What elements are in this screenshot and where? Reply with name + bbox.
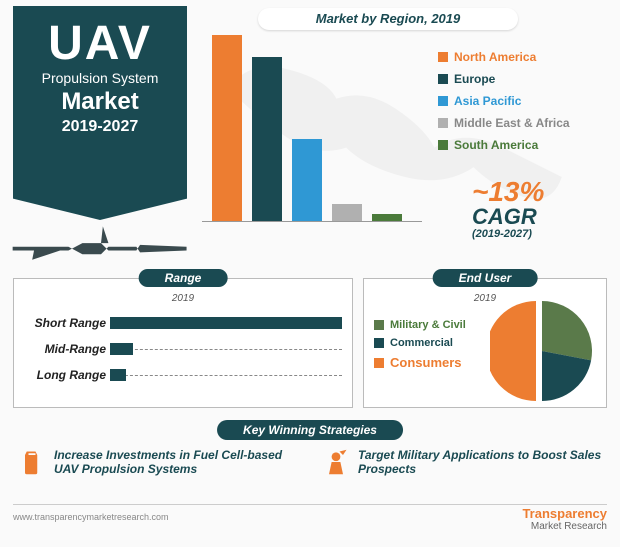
- legend-label: Asia Pacific: [454, 94, 521, 108]
- footer-url: www.transparencymarketresearch.com: [13, 512, 169, 522]
- range-row: Short Range: [24, 316, 342, 330]
- enduser-title: End User: [433, 269, 538, 287]
- region-bar: [332, 204, 362, 221]
- legend-swatch: [438, 118, 448, 128]
- range-label: Mid-Range: [24, 342, 110, 356]
- pie-slice: [490, 301, 536, 401]
- region-header: Market by Region, 2019: [258, 8, 518, 30]
- strategy-item: Increase Investments in Fuel Cell-based …: [18, 448, 298, 476]
- legend-label: North America: [454, 50, 536, 64]
- legend-swatch: [374, 358, 384, 368]
- footer-divider: [13, 504, 607, 505]
- footer-logo: Transparency Market Research: [522, 506, 607, 532]
- legend-item: Europe: [438, 72, 618, 86]
- legend-label: Europe: [454, 72, 495, 86]
- fuel-icon: [18, 448, 46, 476]
- enduser-legend-item: Commercial: [374, 337, 466, 349]
- legend-swatch: [438, 96, 448, 106]
- legend-label: Commercial: [390, 337, 453, 349]
- cagr-callout: ~13% CAGR (2019-2027): [472, 178, 544, 240]
- title-panel: UAV Propulsion System Market 2019-2027: [13, 6, 187, 220]
- enduser-legend-item: Military & Civil: [374, 319, 466, 331]
- range-track: [110, 349, 342, 350]
- legend-item: Middle East & Africa: [438, 116, 618, 130]
- legend-item: Asia Pacific: [438, 94, 618, 108]
- legend-item: North America: [438, 50, 618, 64]
- legend-label: Consumers: [390, 355, 462, 370]
- enduser-legend: Military & Civil Commercial Consumers: [374, 319, 466, 376]
- title-subtitle: Propulsion System: [19, 70, 181, 86]
- enduser-panel: End User 2019 Military & CivilCommercial…: [363, 278, 607, 408]
- region-bar: [372, 214, 402, 221]
- strategies-title: Key Winning Strategies: [217, 420, 403, 440]
- legend-label: Middle East & Africa: [454, 116, 570, 130]
- range-bar: [110, 317, 342, 329]
- range-bar: [110, 369, 126, 381]
- range-track: [110, 323, 342, 324]
- title-market: Market: [19, 88, 181, 116]
- strategies-row: Increase Investments in Fuel Cell-based …: [18, 448, 602, 476]
- range-bar: [110, 343, 133, 355]
- range-panel: Range 2019 Short RangeMid-RangeLong Rang…: [13, 278, 353, 408]
- range-row: Long Range: [24, 368, 342, 382]
- region-bar: [212, 35, 242, 221]
- range-title: Range: [139, 269, 228, 287]
- range-track: [110, 375, 342, 376]
- legend-swatch: [438, 140, 448, 150]
- region-legend: North America Europe Asia Pacific Middle Ea…: [438, 50, 618, 160]
- strategy-text: Target Military Applications to Boost Sa…: [358, 448, 602, 476]
- legend-swatch: [438, 52, 448, 62]
- range-label: Short Range: [24, 316, 110, 330]
- legend-label: South America: [454, 138, 538, 152]
- legend-label: Military & Civil: [390, 319, 466, 331]
- strategy-text: Increase Investments in Fuel Cell-based …: [54, 448, 298, 476]
- range-label: Long Range: [24, 368, 110, 382]
- legend-item: South America: [438, 138, 618, 152]
- enduser-pie: [490, 299, 594, 403]
- range-row: Mid-Range: [24, 342, 342, 356]
- footer-logo-brand: Transparency: [522, 506, 607, 521]
- footer-logo-sub: Market Research: [531, 521, 607, 532]
- enduser-legend-item: Consumers: [374, 355, 466, 370]
- legend-swatch: [374, 338, 384, 348]
- cagr-value: ~13%: [472, 178, 544, 206]
- pie-slice: [542, 301, 592, 360]
- cagr-label: CAGR: [472, 206, 544, 228]
- cagr-period: (2019-2027): [472, 228, 544, 240]
- target-icon: [322, 448, 350, 476]
- legend-swatch: [374, 320, 384, 330]
- range-year: 2019: [14, 293, 352, 304]
- strategy-item: Target Military Applications to Boost Sa…: [322, 448, 602, 476]
- title-years: 2019-2027: [19, 118, 181, 136]
- legend-swatch: [438, 74, 448, 84]
- title-uav: UAV: [19, 20, 181, 68]
- region-bar: [252, 57, 282, 221]
- region-bar: [292, 139, 322, 221]
- region-bar-chart: [202, 36, 422, 222]
- drone-icon: [8, 220, 194, 268]
